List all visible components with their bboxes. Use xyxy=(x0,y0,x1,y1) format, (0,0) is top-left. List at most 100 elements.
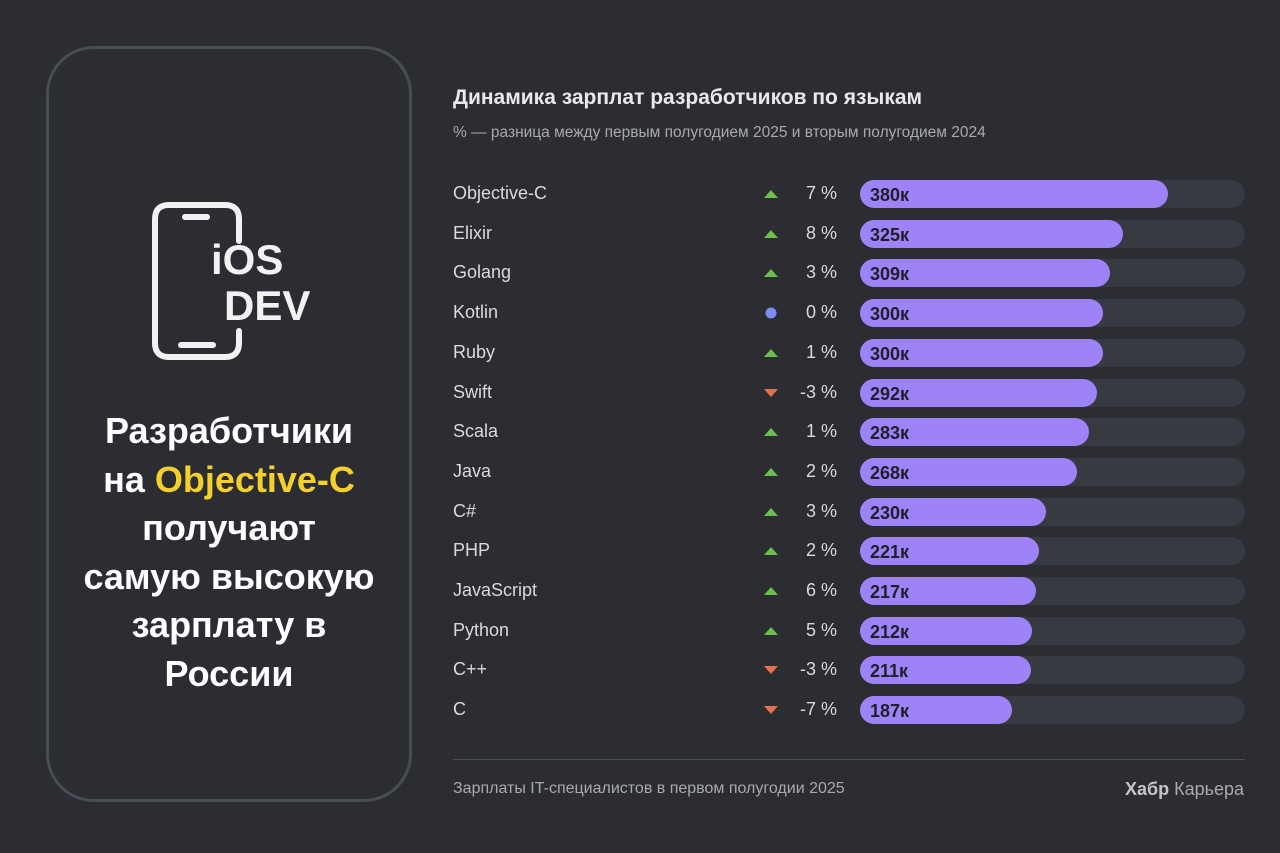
headline-line-4: самую высокую xyxy=(83,555,375,597)
bar-value-label: 221к xyxy=(870,542,910,563)
bar-track: 221к xyxy=(860,537,1245,566)
triangle-down-icon xyxy=(764,666,778,675)
change-label: 3 % xyxy=(805,262,837,283)
bar: 221к xyxy=(860,537,1039,566)
triangle-up-icon xyxy=(764,190,778,198)
bar: 212к xyxy=(860,616,1032,645)
logo-text-ios: iOS xyxy=(211,236,284,283)
trend-mark xyxy=(764,229,778,238)
triangle-up-icon xyxy=(764,547,778,556)
trend-mark xyxy=(764,467,778,476)
triangle-up-icon xyxy=(764,467,778,476)
trend-mark xyxy=(764,190,778,198)
bar-track: 212к xyxy=(860,616,1245,645)
chart-title: Динамика зарплат разработчиков по языкам xyxy=(453,86,923,109)
bar-track: 283к xyxy=(860,418,1245,447)
bar-track: 187к xyxy=(860,696,1245,725)
triangle-down-icon xyxy=(764,706,778,715)
bar: 268к xyxy=(860,457,1077,486)
bar-value-label: 217к xyxy=(870,582,910,602)
phone-icon xyxy=(152,202,242,360)
change-label: 1 % xyxy=(805,421,837,442)
change-label: 2 % xyxy=(805,460,837,481)
bar: 230к xyxy=(860,497,1046,526)
headline: Разработчики на Objective-C получают сам… xyxy=(49,407,409,698)
trend-mark xyxy=(764,626,778,635)
triangle-up-icon xyxy=(764,507,778,516)
category-label: C++ xyxy=(453,659,488,680)
bar-row: PHP 2 % 221к xyxy=(453,531,1245,571)
triangle-up-icon xyxy=(764,428,778,437)
bar-row: Objective-C 7 % 380к xyxy=(453,174,1245,214)
headline-prefix: на xyxy=(103,458,155,500)
phone-card: iOS DEV Разработчики на Objective-C полу… xyxy=(46,46,412,802)
bar-value-label: 309к xyxy=(870,264,910,285)
bar: 217к xyxy=(860,577,1036,605)
change-label: 2 % xyxy=(805,540,837,561)
headline-line-5: зарплату в xyxy=(131,604,327,645)
brand-rest: Карьера xyxy=(1169,779,1244,799)
trend-mark xyxy=(764,666,778,675)
bar-value-label: 325к xyxy=(870,224,910,245)
bar-row: Ruby 1 % 300к xyxy=(453,333,1245,373)
bar-row: C# 3 % 230к xyxy=(453,492,1245,532)
bar: 211к xyxy=(860,656,1031,685)
bar: 380к xyxy=(860,180,1168,208)
change-label: 1 % xyxy=(805,341,837,362)
bar-row: C -7 % 187к xyxy=(453,690,1245,730)
bar-track: 300к xyxy=(860,338,1245,367)
category-label: Golang xyxy=(453,262,512,283)
bar-value-label: 211к xyxy=(870,661,909,682)
bar-row: Scala 1 % 283к xyxy=(453,412,1245,452)
bar: 309к xyxy=(860,259,1110,288)
bar: 300к xyxy=(860,299,1103,328)
triangle-up-icon xyxy=(764,348,778,357)
headline-line-3: получают xyxy=(142,507,316,548)
category-label: JavaScript xyxy=(453,580,538,600)
bar-track: 309к xyxy=(860,259,1245,288)
bar-track: 325к xyxy=(860,219,1245,248)
bar-track: 217к xyxy=(860,577,1245,605)
category-label: Java xyxy=(453,460,492,481)
trend-mark xyxy=(764,388,778,397)
bar-row: Java 2 % 268к xyxy=(453,452,1245,492)
bar-track: 230к xyxy=(860,497,1245,526)
chart-subtitle: % — разница между первым полугодием 2025… xyxy=(453,124,986,141)
bar-value-label: 292к xyxy=(870,383,910,404)
triangle-up-icon xyxy=(764,626,778,635)
bar-value-label: 212к xyxy=(870,621,910,642)
brand-bold: Хабр xyxy=(1124,779,1170,799)
bar: 187к xyxy=(860,696,1012,725)
change-label: 0 % xyxy=(805,302,837,323)
headline-line-6: России xyxy=(164,652,294,694)
change-label: 3 % xyxy=(805,500,837,521)
bar-value-label: 187к xyxy=(870,701,910,722)
bar-value-label: 380к xyxy=(870,185,910,205)
trend-mark xyxy=(765,307,777,319)
bar-track: 292к xyxy=(860,378,1245,407)
change-label: -3 % xyxy=(799,381,837,402)
bar-value-label: 268к xyxy=(870,462,910,483)
bar-row: Elixir 8 % 325к xyxy=(453,214,1245,254)
category-label: Elixir xyxy=(453,222,492,243)
bar-value-label: 230к xyxy=(870,502,910,523)
change-label: -7 % xyxy=(799,699,837,720)
change-label: 8 % xyxy=(805,222,837,243)
category-label: Swift xyxy=(453,381,493,402)
category-label: Ruby xyxy=(453,341,496,362)
bar-row: JavaScript 6 % 217к xyxy=(453,571,1245,611)
bar-track: 211к xyxy=(860,656,1245,685)
category-label: Objective-C xyxy=(453,183,548,203)
bar: 292к xyxy=(860,378,1097,407)
category-label: C# xyxy=(453,500,477,521)
bar-value-label: 300к xyxy=(870,304,910,325)
category-label: PHP xyxy=(453,540,491,561)
trend-mark xyxy=(764,507,778,516)
bar-track: 300к xyxy=(860,299,1245,328)
category-label: C xyxy=(453,699,466,720)
headline-accent: Objective-C xyxy=(154,458,355,500)
bar-row: C++ -3 % 211к xyxy=(453,650,1245,690)
bar: 300к xyxy=(860,338,1103,367)
trend-mark xyxy=(764,547,778,556)
